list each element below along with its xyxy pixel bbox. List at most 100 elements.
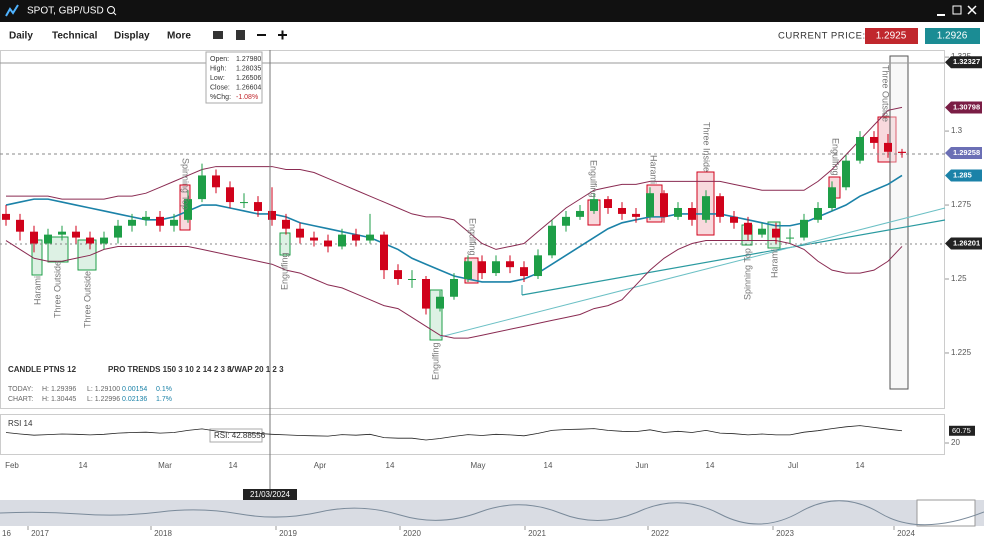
search-icon[interactable] (107, 6, 115, 14)
pattern-label: Three Outside (52, 261, 62, 318)
candle-body (380, 234, 388, 271)
pattern-label: Harami (769, 249, 779, 278)
candle-body (856, 136, 864, 161)
price-tag (945, 237, 982, 250)
projection-box (889, 55, 909, 390)
candle-body (128, 219, 136, 226)
navigator-year: 2020 (403, 529, 421, 538)
x-tick-label: Feb (5, 461, 19, 470)
candle-body (646, 193, 654, 217)
candle-body (394, 270, 402, 280)
candle-body (744, 222, 752, 235)
price-tag-label: 1.30798 (953, 102, 980, 111)
y-tick-label: 1.3 (951, 126, 963, 135)
candle-body (800, 219, 808, 238)
candle-body (520, 267, 528, 277)
rsi-tooltip: RSI: 42.88556 (214, 431, 266, 440)
zoom-in-button[interactable] (278, 30, 287, 40)
indicator-label[interactable]: PRO TRENDS 150 3 10 2 14 2 3 8 (108, 365, 232, 374)
navigator-window[interactable] (916, 499, 976, 527)
tooltip-key: %Chg: (210, 94, 231, 101)
open-button[interactable] (213, 31, 223, 39)
candle-body (604, 199, 612, 208)
candle-body (772, 228, 780, 238)
candle-body (296, 228, 304, 238)
candle-body (464, 261, 472, 280)
candle-body (268, 210, 276, 220)
y-tick-label: 1.275 (951, 200, 972, 209)
rsi-label[interactable]: RSI 14 (8, 419, 33, 428)
navigator-year: 2021 (528, 529, 546, 538)
candle-body (898, 151, 906, 153)
candle-body (674, 207, 682, 217)
title-bar (0, 0, 984, 22)
price-tag-label: 1.285 (953, 170, 972, 179)
indicator-label[interactable]: CANDLE PTNS 12 (8, 365, 77, 374)
stat: L: 1.22996 (87, 396, 120, 403)
menu[interactable]: Display (114, 31, 150, 42)
candle-body (86, 237, 94, 244)
stat: CHART: (8, 396, 33, 403)
x-tick-label: 14 (386, 461, 395, 470)
pattern-label: Engulfing (430, 342, 440, 380)
candle-body (156, 216, 164, 226)
bid-button[interactable] (865, 28, 918, 44)
popout-button[interactable] (952, 5, 962, 15)
candle-body (352, 234, 360, 241)
candle-body (590, 199, 598, 211)
candle-body (212, 175, 220, 188)
rsi-tick-label: 20 (951, 438, 960, 447)
candle-body (72, 231, 80, 238)
candle-body (30, 231, 38, 244)
candle-body (240, 202, 248, 204)
x-tick-label: Apr (314, 461, 327, 470)
candle-body (2, 213, 10, 220)
price-tag (945, 56, 982, 69)
ask-button[interactable] (925, 28, 980, 44)
price-tag (945, 169, 982, 182)
x-tick-label: 14 (229, 461, 238, 470)
price-tag (945, 101, 982, 114)
y-tick-label: 1.25 (951, 274, 967, 283)
tooltip-key: Close: (210, 84, 230, 91)
candle-body (310, 237, 318, 241)
save-button[interactable] (236, 30, 245, 40)
candle-body (366, 234, 374, 241)
x-tick-label: Jun (636, 461, 649, 470)
crosshair-date: 21/03/2024 (250, 490, 291, 499)
candle-body (576, 210, 584, 217)
candle-body (408, 279, 416, 281)
x-tick-label: 14 (856, 461, 865, 470)
navigator-line (0, 500, 984, 526)
candle-body (632, 213, 640, 217)
pattern-label: Three Outside (82, 271, 92, 328)
candle-body (534, 255, 542, 277)
stat: 0.02136 (122, 396, 147, 403)
indicator-label[interactable]: VWAP 20 1 2 3 (229, 365, 284, 374)
logo (5, 4, 19, 17)
candle-body (870, 136, 878, 143)
search-icon-handle (113, 12, 117, 16)
candle-body (842, 160, 850, 188)
candle-body (478, 261, 486, 274)
trend-line (439, 207, 946, 338)
menu[interactable]: More (167, 31, 191, 42)
candle-body (828, 187, 836, 208)
x-tick-label: 14 (544, 461, 553, 470)
stat: TODAY: (8, 386, 33, 393)
pattern-label: Three Inside (702, 122, 712, 172)
menu[interactable]: Daily (9, 31, 33, 42)
candle-body (58, 231, 66, 235)
menu[interactable]: Technical (52, 31, 98, 42)
candle-body (436, 296, 444, 309)
stat: 0.00154 (122, 386, 147, 393)
candle-body (422, 279, 430, 309)
pattern-label: Engulfing (468, 218, 478, 256)
stat: 0.1% (156, 386, 172, 393)
candle-body (324, 240, 332, 247)
close-button[interactable] (967, 5, 977, 15)
candle-body (226, 187, 234, 203)
candle-body (492, 261, 500, 274)
pattern-label: Harami (649, 155, 659, 184)
